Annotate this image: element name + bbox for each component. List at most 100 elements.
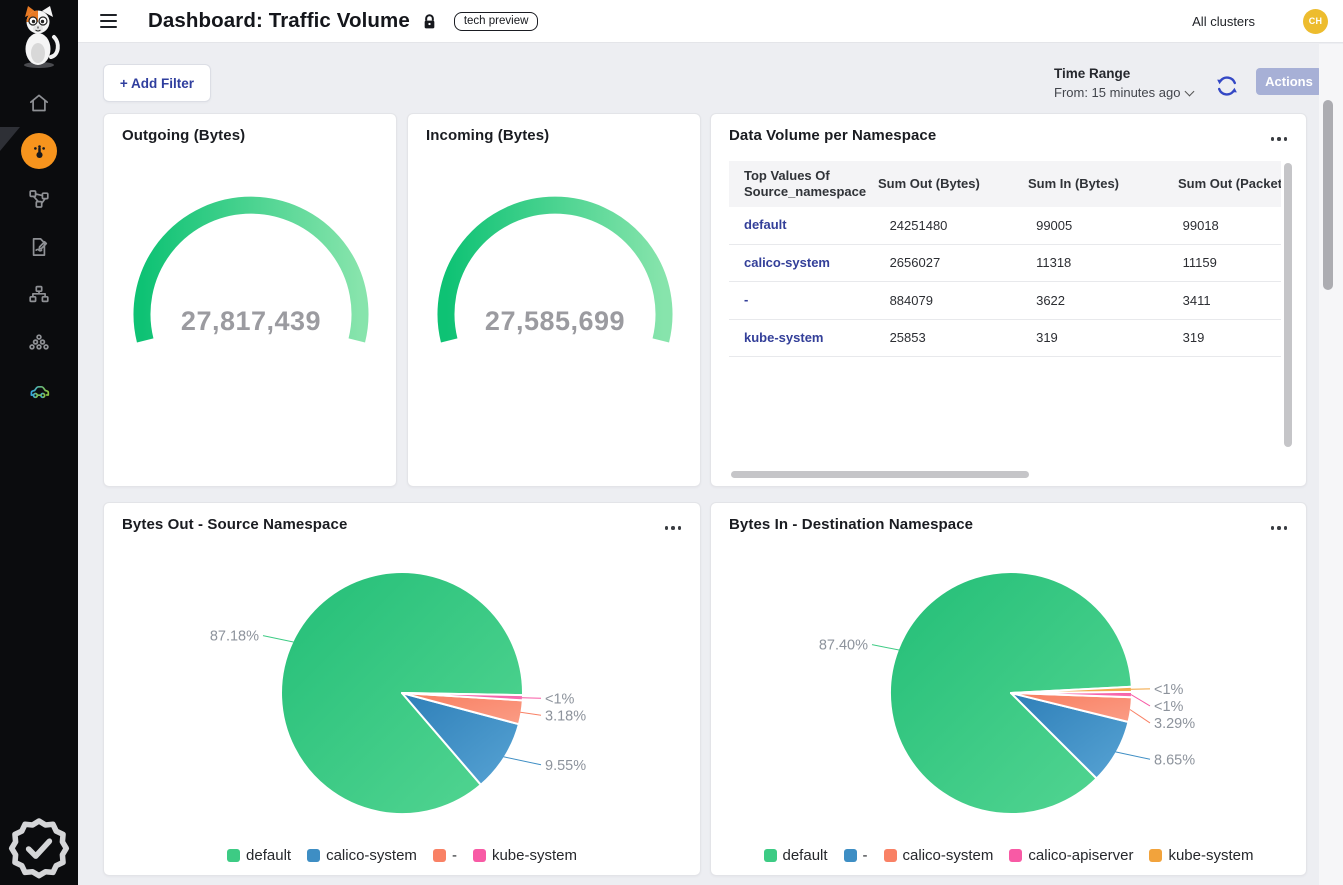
pie-legend: default calico-system - kube-system	[104, 847, 700, 864]
pie-percent-label: 9.55%	[545, 758, 586, 774]
pie-label-line	[1115, 751, 1151, 760]
pie-label-line	[521, 697, 542, 699]
pie-label-line	[262, 635, 294, 643]
sidebar-item-dashboards[interactable]	[0, 127, 78, 175]
gauge-icon	[33, 144, 45, 158]
lock-icon	[424, 13, 435, 28]
sidebar-item-compliance[interactable]	[0, 818, 78, 879]
legend-item-kube-system[interactable]: kube-system	[1149, 847, 1253, 864]
table-cell: 25853	[889, 330, 926, 346]
dot	[1270, 526, 1274, 530]
legend-item-default[interactable]: default	[227, 847, 291, 864]
column-header: Sum In (Bytes)	[1028, 175, 1120, 191]
legend-swatch	[472, 849, 486, 862]
namespace-link[interactable]: calico-system	[744, 254, 830, 270]
pie-chart-bytes-out: 87.18% <1%3.18% 9.55%	[210, 571, 586, 815]
sidebar-item-network[interactable]	[0, 271, 78, 319]
dot	[664, 526, 668, 530]
legend-swatch	[307, 849, 321, 862]
sidebar	[0, 0, 78, 885]
gauge-chart-outgoing-bytes: 27,817,439	[133, 196, 369, 343]
legend-swatch	[432, 849, 446, 862]
avatar[interactable]: CH	[1303, 8, 1328, 34]
legend-label: -	[451, 847, 457, 864]
table-cell: 99005	[1036, 217, 1073, 233]
legend-item-calico-system[interactable]: calico-system	[883, 847, 994, 864]
table-vertical-scrollbar-thumb[interactable]	[1284, 163, 1292, 447]
time-range-value-text: From: 15 minutes ago	[1054, 85, 1181, 100]
refresh-button[interactable]	[1214, 73, 1240, 99]
pie-percent-label: 3.29%	[1154, 716, 1195, 732]
menu-bar	[99, 14, 117, 17]
table-cell: 884079	[889, 292, 933, 308]
policy-doc-icon	[32, 238, 48, 256]
sidebar-item-policies[interactable]	[0, 223, 78, 271]
menu-icon[interactable]	[95, 8, 121, 34]
legend-swatch	[227, 849, 241, 862]
card-outgoing-bytes: Outgoing (Bytes) 27,817,439	[103, 113, 397, 487]
card-incoming-bytes: Incoming (Bytes) 27,585,699	[407, 113, 701, 487]
main-content: + Add Filter Time Range From: 15 minutes…	[78, 44, 1343, 885]
calico-cat-logo[interactable]	[11, 5, 67, 69]
pie-label-line	[871, 644, 900, 651]
legend-item--[interactable]: -	[843, 847, 868, 864]
pie-percent-label: <1%	[1154, 699, 1184, 715]
sidebar-item-home[interactable]	[0, 79, 78, 127]
pie-label-line	[1130, 694, 1151, 707]
pie-chart-bytes-in: 87.40%<1%<1%3.29%8.65%	[819, 571, 1195, 815]
dot	[677, 526, 681, 530]
add-filter-button[interactable]: + Add Filter	[103, 64, 211, 102]
namespace-link[interactable]: -	[744, 292, 749, 308]
sidebar-item-topology[interactable]	[0, 175, 78, 223]
table-horizontal-scrollbar-thumb[interactable]	[731, 471, 1029, 478]
card-menu-icon[interactable]	[1268, 523, 1291, 533]
table-header-row: Top Values Of Source_namespace Sum Out (B…	[729, 161, 1281, 207]
pie-label-line	[1129, 709, 1151, 724]
dot	[1283, 526, 1287, 530]
cluster-circles-icon	[29, 334, 49, 350]
namespace-link[interactable]: default	[744, 217, 787, 233]
page-scrollbar-thumb[interactable]	[1323, 100, 1333, 290]
legend-item-kube-system[interactable]: kube-system	[472, 847, 577, 864]
table-row: calico-system 2656027 11318 11159	[729, 245, 1281, 282]
legend-label: default	[246, 847, 292, 864]
table-cell: 3411	[1182, 292, 1211, 308]
table-row: kube-system 25853 319 319	[729, 320, 1281, 357]
table-cell: 11318	[1036, 255, 1072, 271]
legend-label: default	[782, 847, 828, 864]
time-range-value[interactable]: From: 15 minutes ago	[1054, 85, 1195, 100]
logo-shadow	[24, 62, 54, 68]
namespace-link[interactable]: kube-system	[744, 329, 824, 345]
header: Dashboard: Traffic Volume tech preview A…	[78, 0, 1343, 43]
sidebar-item-clusters[interactable]	[0, 319, 78, 367]
legend-item--[interactable]: -	[432, 847, 457, 864]
time-range-control: Time Range From: 15 minutes ago	[1054, 66, 1195, 100]
legend-swatch	[843, 849, 857, 862]
actions-button[interactable]: Actions	[1256, 68, 1322, 95]
table-row: default 24251480 99005 99018	[729, 207, 1281, 245]
card-bytes-in-pie: Bytes In - Destination Namespace 87.40% <…	[710, 502, 1307, 876]
legend-item-calico-apiserver[interactable]: calico-apiserver	[1009, 847, 1133, 864]
cluster-selector[interactable]: All clusters	[1192, 13, 1255, 29]
topology-icon	[29, 190, 49, 208]
page-title: Dashboard: Traffic Volume	[148, 9, 410, 32]
card-menu-icon[interactable]	[662, 523, 685, 533]
card-bytes-out-pie: Bytes Out - Source Namespace 87.18% <1% 3.…	[103, 502, 701, 876]
card-title: Incoming (Bytes)	[426, 127, 550, 144]
legend-item-default[interactable]: default	[763, 847, 828, 864]
pie-label-line	[520, 711, 542, 716]
card-title: Outgoing (Bytes)	[122, 127, 246, 144]
card-menu-icon[interactable]	[1268, 134, 1291, 144]
dot	[1277, 526, 1281, 530]
gauge-arc	[437, 196, 673, 343]
legend-item-calico-system[interactable]: calico-system	[307, 847, 417, 864]
dot	[1277, 137, 1281, 141]
sidebar-item-whisker[interactable]	[0, 367, 78, 415]
gauge-arc	[133, 196, 369, 343]
legend-label: kube-system	[491, 847, 577, 864]
legend-label: calico-system	[902, 847, 994, 864]
sidebar-nav	[0, 79, 78, 415]
pie-label-line	[503, 756, 542, 766]
time-range-label: Time Range	[1054, 66, 1131, 81]
